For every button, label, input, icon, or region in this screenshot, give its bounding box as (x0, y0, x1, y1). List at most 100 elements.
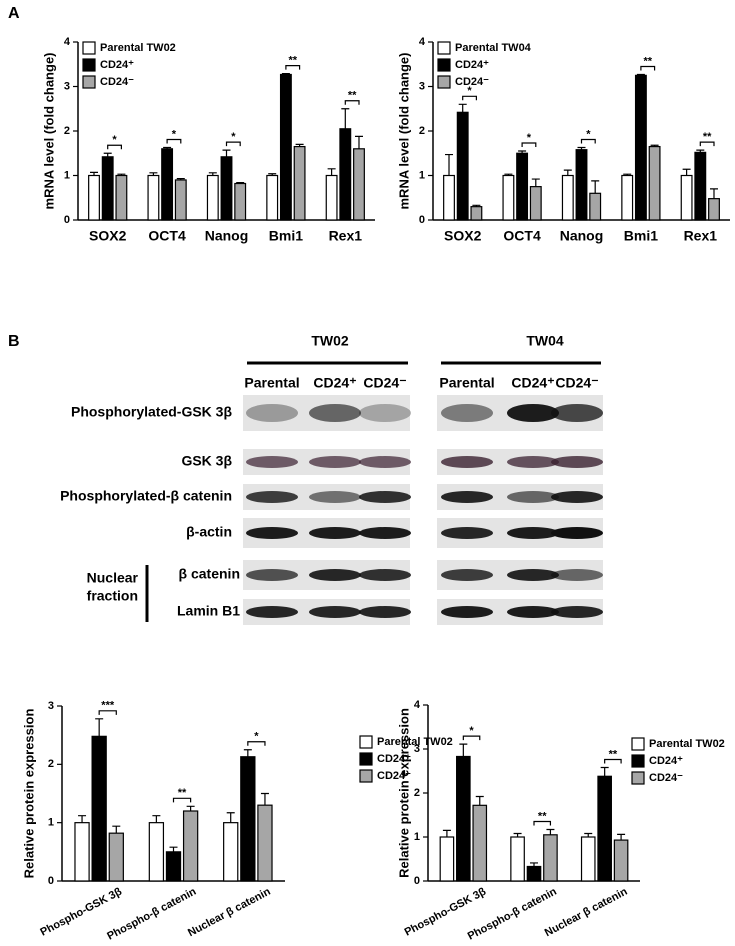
panel-label: A (8, 5, 20, 22)
blot-band (507, 404, 559, 422)
y-axis-label: mRNA level (fold change) (41, 53, 56, 210)
blot-group: TW02 (311, 333, 349, 349)
y-tick-label: 3 (48, 700, 54, 712)
significance-label: * (254, 731, 259, 743)
error-bar (600, 766, 609, 777)
legend-swatch (82, 75, 96, 89)
legend-swatch (437, 41, 451, 55)
bar (220, 156, 233, 221)
bar (88, 174, 100, 221)
blot-band (359, 606, 411, 618)
y-tick-label: 0 (414, 875, 420, 887)
error-bar (577, 146, 586, 150)
significance-bracket (98, 710, 117, 715)
significance-label: * (467, 85, 472, 97)
bar (443, 174, 455, 221)
bar (279, 73, 292, 221)
blot-band (441, 456, 493, 468)
x-tick-label: Rex1 (329, 228, 363, 244)
blot-band (359, 527, 411, 539)
error-bar (458, 103, 467, 113)
error-bar (617, 833, 626, 841)
blot-band (309, 456, 361, 468)
legend-swatch (359, 752, 373, 766)
y-tick-label: 1 (64, 169, 70, 181)
error-bar (295, 143, 304, 147)
x-tick-label: Rex1 (684, 228, 718, 244)
blot-band (246, 456, 298, 468)
blot-band (441, 569, 493, 581)
row-label: Phosphorylated-GSK 3β (71, 404, 232, 420)
error-bar (327, 168, 336, 176)
blot-band (246, 491, 298, 503)
bar (325, 174, 338, 221)
blot-band (359, 456, 411, 468)
error-bar (95, 718, 104, 737)
bar (613, 839, 629, 882)
blot-band (246, 404, 298, 422)
blot-group: TW04 (526, 333, 564, 349)
error-bar (169, 846, 178, 852)
y-tick-label: 4 (414, 699, 421, 711)
y-tick-label: 2 (414, 787, 420, 799)
x-tick-label: SOX2 (444, 228, 482, 244)
error-bar (504, 173, 513, 176)
error-bar (152, 815, 161, 823)
x-tick-label: Nanog (560, 228, 604, 244)
row-label: GSK 3β (181, 453, 232, 469)
blot-band (507, 569, 559, 581)
significance-bracket (166, 138, 182, 144)
bar (115, 174, 128, 221)
error-bar (186, 805, 195, 811)
legend-swatch (437, 58, 451, 72)
error-bar (696, 149, 705, 153)
y-tick-label: 0 (48, 875, 54, 887)
y-tick-label: 4 (419, 36, 426, 48)
bar (648, 145, 661, 221)
bar (597, 775, 612, 882)
lane-label: CD24⁺ (313, 375, 356, 391)
legend-label: Parental TW02 (100, 42, 176, 54)
significance-label: * (112, 134, 117, 146)
x-tick-label: OCT4 (503, 228, 541, 244)
bar (174, 179, 187, 221)
error-bar (103, 152, 112, 157)
significance-bracket (107, 144, 122, 150)
error-bar (636, 73, 645, 76)
significance-bracket (247, 741, 266, 746)
significance-label: ** (538, 810, 547, 822)
y-axis-label: Relative protein expression (21, 709, 36, 879)
significance-bracket (225, 141, 241, 147)
error-bar (584, 832, 593, 837)
error-bar (563, 169, 572, 176)
bar (575, 149, 588, 221)
blot-band (246, 569, 298, 581)
bar (293, 145, 306, 221)
y-tick-label: 2 (419, 125, 425, 137)
bar (543, 834, 558, 882)
significance-label: * (527, 132, 532, 144)
y-tick-label: 3 (64, 80, 70, 92)
bar (266, 174, 279, 221)
blot-band (309, 527, 361, 539)
error-bar (709, 188, 718, 199)
legend-swatch (631, 754, 645, 768)
bar (165, 851, 182, 882)
bar (708, 198, 720, 221)
error-bar (531, 178, 540, 187)
legend-swatch (82, 41, 96, 55)
blot-band (507, 606, 559, 618)
error-bar (459, 743, 468, 757)
bar (148, 822, 165, 882)
error-bar (281, 72, 290, 75)
panel-label: B (8, 333, 20, 350)
bar (234, 182, 247, 221)
significance-bracket (640, 65, 656, 71)
lane-label: CD24⁻ (555, 375, 598, 391)
legend-label: CD24⁺ (455, 59, 489, 71)
bar (694, 151, 707, 221)
blot-band (246, 527, 298, 539)
significance-label: * (172, 128, 177, 140)
significance-bracket (699, 141, 715, 147)
